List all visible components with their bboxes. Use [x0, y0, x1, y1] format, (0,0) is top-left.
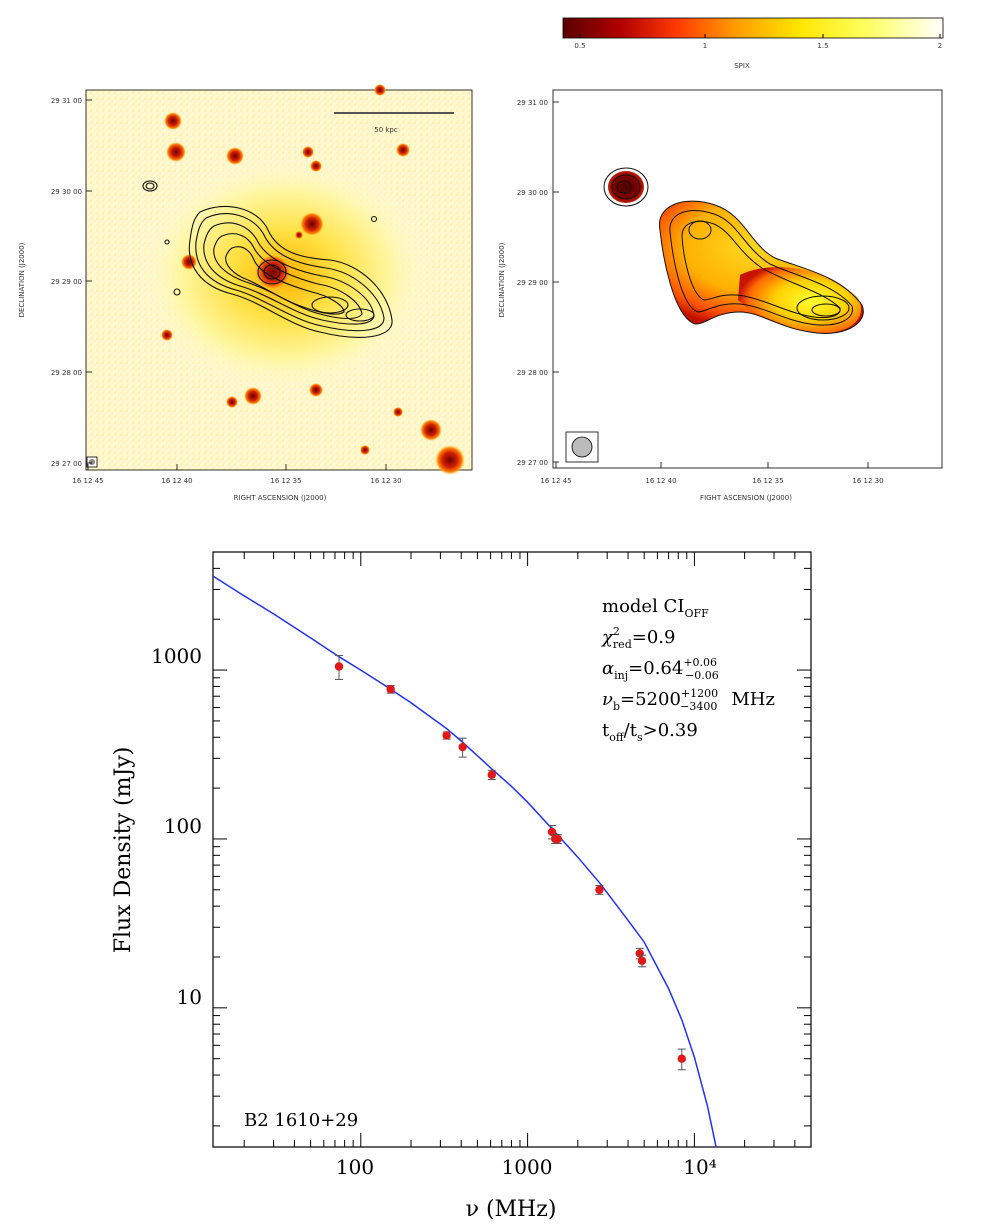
alpha-sub: inj — [614, 669, 628, 682]
data-point — [595, 885, 604, 894]
colorbar-tick: 1.5 — [817, 42, 828, 50]
nu-value: =5200 — [620, 689, 681, 710]
toff-sub: off — [609, 731, 625, 744]
svg-text:toff/ts>0.39: toff/ts>0.39 — [602, 720, 698, 744]
dec-tick-label: 29 29 00 — [517, 279, 548, 287]
colorbar-tick: 1 — [703, 42, 707, 50]
x-tick-label: 1000 — [502, 1155, 553, 1179]
model-fit-curve — [212, 575, 717, 1148]
optical-overlay-panel: 50 kpc 29 31 00 29 30 00 29 29 00 29 28 … — [18, 84, 473, 502]
source-name: B2 1610+29 — [244, 1110, 358, 1131]
toff-value: >0.39 — [643, 720, 698, 741]
ra-tick-label: 16 12 45 — [540, 477, 571, 485]
nu-err-down: −3400 — [680, 700, 717, 713]
optical-sources — [161, 84, 465, 475]
chi-value: =0.9 — [632, 627, 676, 648]
svg-text:model CIOFF: model CIOFF — [602, 596, 709, 620]
data-point — [442, 731, 451, 740]
scalebar-label: 50 kpc — [374, 126, 398, 134]
nu-err-up: +1200 — [681, 687, 718, 700]
fit-annotation: model CIOFF χ2 red=0.9 αinj=0.64+0.06 −0.0… — [600, 596, 775, 744]
data-point — [334, 662, 344, 671]
model-label: model CI — [602, 596, 684, 617]
ts-symbol: /t — [624, 720, 638, 741]
toff-symbol: t — [602, 720, 610, 741]
dec-tick-label: 29 27 00 — [517, 459, 548, 467]
y-tick-label: 10 — [177, 985, 202, 1009]
dec-tick-label: 29 28 00 — [51, 369, 82, 377]
dec-tick-label: 29 29 00 — [51, 278, 82, 286]
data-point — [547, 827, 557, 837]
x-axis-label: RIGHT ASCENSION (J2000) — [234, 494, 327, 502]
nu-symbol: ν — [602, 689, 613, 710]
data-point — [386, 685, 395, 694]
data-points — [334, 654, 686, 1071]
beam — [89, 459, 95, 465]
y-tick-label: 100 — [164, 814, 202, 838]
beam — [571, 436, 593, 458]
alpha-err-up: +0.06 — [683, 656, 717, 669]
chi-symbol: χ — [600, 627, 614, 648]
colorbar: 0.5 1 1.5 2 SPIX — [562, 17, 944, 70]
spectrum-chart: 100 1000 10⁴ 1000 100 10 ν (MHz) Flux De… — [111, 551, 812, 1222]
x-axis-label: FIGHT ASCENSION (J2000) — [700, 494, 792, 502]
alpha-symbol: α — [602, 658, 614, 679]
plot-frame — [212, 551, 812, 1148]
svg-text:αinj=0.64+0.06−0.06: αinj=0.64+0.06 −0.06 — [602, 656, 719, 682]
ts-sub: s — [637, 731, 643, 744]
dec-tick-label: 29 30 00 — [517, 189, 548, 197]
dec-tick-label: 29 31 00 — [51, 97, 82, 105]
y-axis-label: DECLINATION (J2000) — [498, 242, 506, 317]
colorbar-title: SPIX — [734, 62, 750, 70]
alpha-err-down: −0.06 — [685, 669, 719, 682]
y-axis-label: Flux Density (mJy) — [111, 747, 136, 954]
colorbar-tick: 2 — [938, 42, 942, 50]
nu-unit: MHz — [731, 689, 775, 710]
ra-tick-label: 16 12 40 — [645, 477, 676, 485]
data-point — [635, 949, 644, 958]
dec-tick-label: 29 27 00 — [51, 460, 82, 468]
y-axis-label: DECLINATION (J2000) — [18, 242, 26, 317]
nu-sub: b — [613, 700, 620, 713]
ra-tick-label: 16 12 35 — [270, 477, 301, 485]
ra-tick-label: 16 12 30 — [370, 477, 401, 485]
x-tick-label: 10⁴ — [683, 1155, 716, 1179]
ra-tick-label: 16 12 30 — [852, 477, 883, 485]
alpha-value: =0.64 — [628, 658, 683, 679]
dec-tick-label: 29 30 00 — [51, 188, 82, 196]
spix-contours — [603, 167, 864, 334]
data-point — [677, 1054, 686, 1063]
x-axis-label: ν (MHz) — [466, 1197, 557, 1222]
chi-sup: 2 — [613, 625, 620, 638]
axis-ticks — [213, 551, 812, 1147]
data-point — [553, 834, 563, 844]
spectral-index-panel: 29 31 00 29 30 00 29 29 00 29 28 00 29 2… — [498, 89, 943, 502]
data-point — [637, 956, 647, 965]
dec-tick-label: 29 31 00 — [517, 99, 548, 107]
spix-core — [608, 171, 644, 203]
colorbar-tick: 0.5 — [574, 42, 585, 50]
data-point — [458, 742, 467, 752]
y-tick-label: 1000 — [151, 644, 202, 668]
x-tick-label: 100 — [336, 1155, 374, 1179]
ra-tick-label: 16 12 40 — [161, 477, 192, 485]
ra-tick-label: 16 12 35 — [752, 477, 783, 485]
radio-contours — [142, 180, 393, 338]
ra-tick-label: 16 12 45 — [72, 477, 103, 485]
colorbar-gradient — [562, 17, 944, 39]
data-point — [487, 770, 496, 779]
model-label-sub: OFF — [684, 607, 709, 620]
dec-tick-label: 29 28 00 — [517, 369, 548, 377]
chi-sub: red — [613, 638, 632, 651]
